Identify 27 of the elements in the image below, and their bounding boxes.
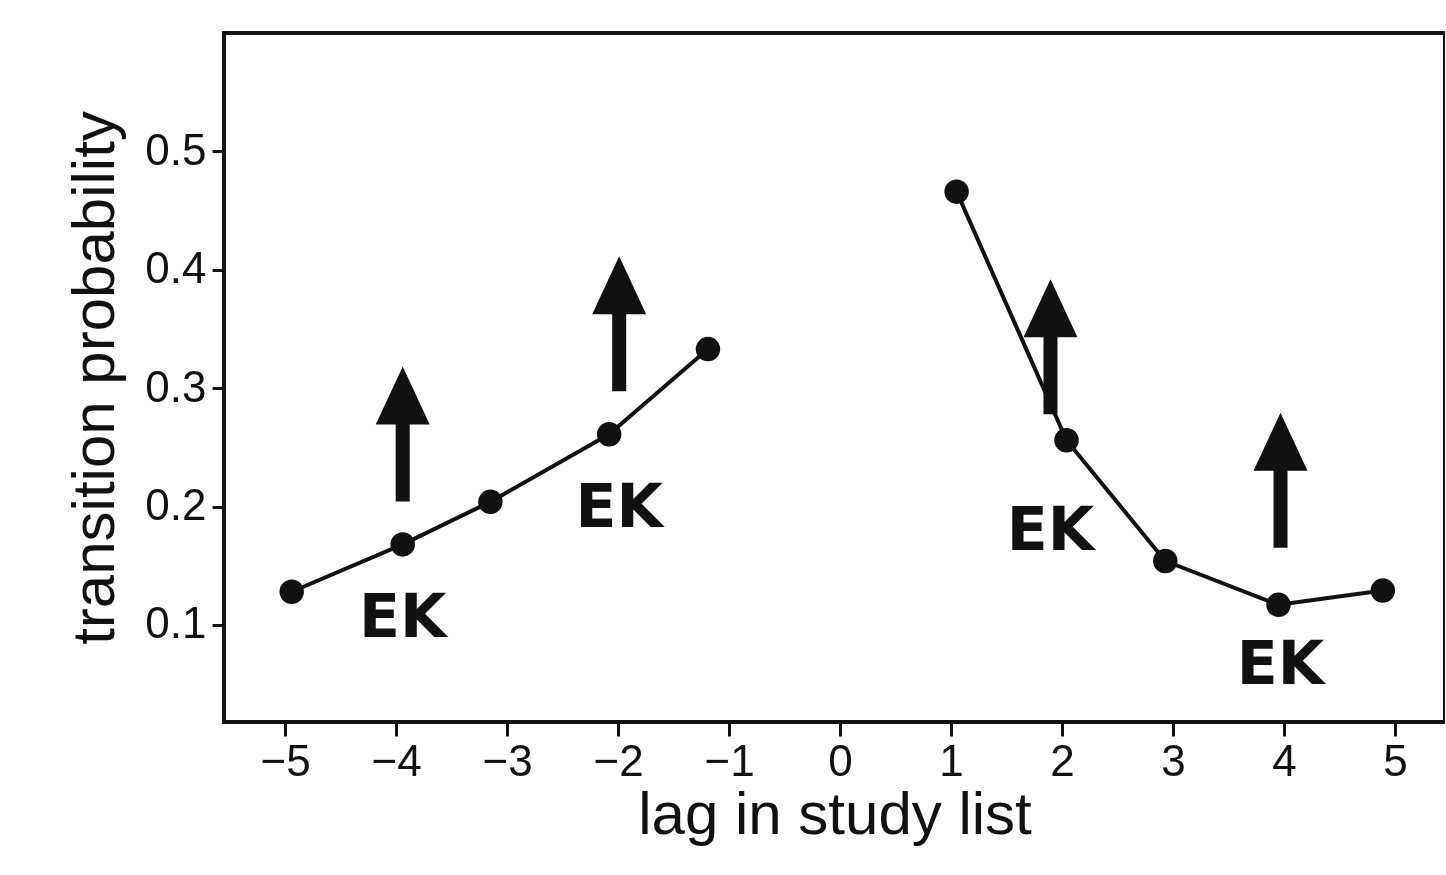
point [1153, 548, 1178, 574]
annotation: EK [358, 581, 449, 652]
x-tick-label: −4 [371, 735, 422, 785]
x-tick-label: 2 [1050, 735, 1075, 785]
y-tick-label: 0.2 [145, 480, 207, 530]
x-tick-label: 4 [1272, 735, 1297, 785]
annotation: EK [1006, 494, 1097, 565]
y-tick-label: 0.3 [145, 361, 207, 411]
annotation: EK [575, 471, 666, 542]
y-tick-label: 0.5 [145, 124, 207, 174]
point [695, 336, 721, 362]
point [390, 532, 415, 557]
x-tick-label: −3 [482, 735, 533, 785]
y-axis-title: transition probability [60, 111, 128, 645]
x-tick-label: 3 [1161, 735, 1186, 785]
y-tick-label: 0.4 [145, 243, 207, 293]
y-tick-label: 0.1 [145, 598, 207, 648]
point [279, 579, 304, 604]
point [1266, 592, 1291, 618]
annotation: EK [1236, 627, 1327, 698]
point [478, 489, 503, 515]
x-tick-label: 5 [1383, 735, 1408, 785]
point [1054, 428, 1079, 453]
x-tick-label: −5 [260, 735, 311, 785]
point [944, 179, 969, 204]
point [1370, 578, 1396, 603]
point [596, 422, 622, 447]
